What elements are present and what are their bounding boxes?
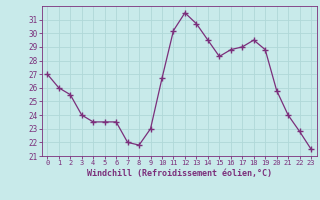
X-axis label: Windchill (Refroidissement éolien,°C): Windchill (Refroidissement éolien,°C) bbox=[87, 169, 272, 178]
